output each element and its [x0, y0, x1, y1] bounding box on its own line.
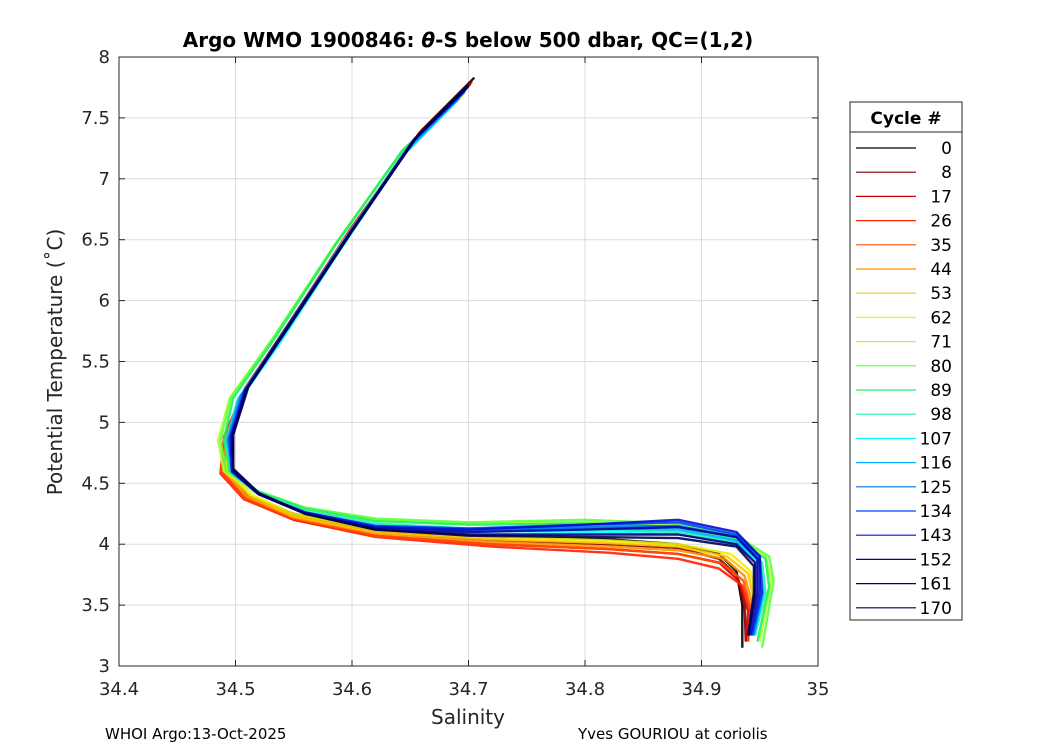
x-tick-label: 34.4 — [99, 679, 139, 700]
series-line-0 — [226, 76, 744, 648]
legend-entry-label: 170 — [920, 599, 952, 619]
grid-lines — [118, 56, 819, 667]
legend-entry-label: 0 — [941, 139, 952, 159]
legend-entry-label: 134 — [920, 502, 952, 522]
legend-entry-label: 161 — [920, 575, 952, 595]
y-tick-label: 6.5 — [81, 230, 110, 251]
legend-entry-label: 143 — [920, 526, 952, 546]
x-tick-label: 35 — [807, 679, 830, 700]
legend-entry-label: 98 — [930, 405, 952, 425]
legend-entry-label: 152 — [920, 550, 952, 570]
series-layer — [216, 76, 775, 648]
legend-title: Cycle # — [870, 109, 941, 129]
x-tick-label: 34.7 — [448, 679, 488, 700]
x-tick-label: 34.5 — [215, 679, 255, 700]
legend-entry-label: 125 — [920, 478, 952, 498]
legend-entry-label: 107 — [920, 429, 952, 449]
y-tick-label: 4.5 — [81, 473, 110, 494]
legend-entries: 0 8 17 26 35 44 53 62 71 80 89 98 107 116 125 134 143 152… — [856, 139, 952, 619]
legend-entry-label: 44 — [930, 260, 952, 280]
legend-box — [849, 101, 963, 621]
series-line-8 — [216, 95, 773, 642]
x-tick-label: 34.9 — [681, 679, 721, 700]
x-axis-ticks: 34.4 34.5 34.6 34.7 34.8 34.9 35 — [99, 57, 829, 700]
y-tick-label: 5 — [99, 412, 110, 433]
legend-entry-label: 80 — [930, 357, 952, 377]
y-axis-ticks: 3 3.5 4 4.5 5 5.5 6 6.5 7 7.5 8 — [81, 47, 818, 677]
chart-title: Argo WMO 1900846: θ-S below 500 dbar, QC… — [183, 28, 753, 52]
footer-left-credit: WHOI Argo:13-Oct-2025 — [105, 725, 287, 743]
y-tick-label: 3 — [99, 656, 110, 677]
series-line-3 — [219, 85, 752, 642]
legend-entry-label: 53 — [930, 284, 952, 304]
series-line-9 — [219, 96, 775, 648]
y-tick-label: 6 — [99, 291, 110, 312]
y-axis-label: Potential Temperature (˚C) — [43, 229, 67, 496]
legend-entry-label: 26 — [930, 212, 952, 232]
x-tick-label: 34.6 — [332, 679, 372, 700]
legend-entry-label: 116 — [920, 454, 952, 474]
y-tick-label: 8 — [99, 47, 110, 68]
legend-entry-label: 8 — [941, 163, 952, 183]
y-tick-label: 4 — [99, 534, 110, 555]
y-tick-label: 7 — [99, 169, 110, 190]
y-tick-label: 3.5 — [81, 595, 110, 616]
y-tick-label: 7.5 — [81, 108, 110, 129]
series-line-4 — [220, 87, 753, 636]
series-line-19 — [231, 84, 756, 636]
x-axis-label: Salinity — [431, 705, 505, 729]
legend-entry-label: 62 — [930, 308, 952, 328]
legend-entry-label: 35 — [930, 236, 952, 256]
legend-entry-label: 89 — [930, 381, 952, 401]
legend-entry-label: 71 — [930, 333, 952, 353]
x-tick-label: 34.8 — [565, 679, 605, 700]
footer-right-credit: Yves GOURIOU at coriolis — [578, 725, 768, 743]
y-tick-label: 5.5 — [81, 352, 110, 373]
legend: Cycle # 0 8 17 26 35 44 53 62 71 80 89 98 107 116 125 1… — [849, 101, 963, 621]
legend-entry-label: 17 — [930, 187, 952, 207]
